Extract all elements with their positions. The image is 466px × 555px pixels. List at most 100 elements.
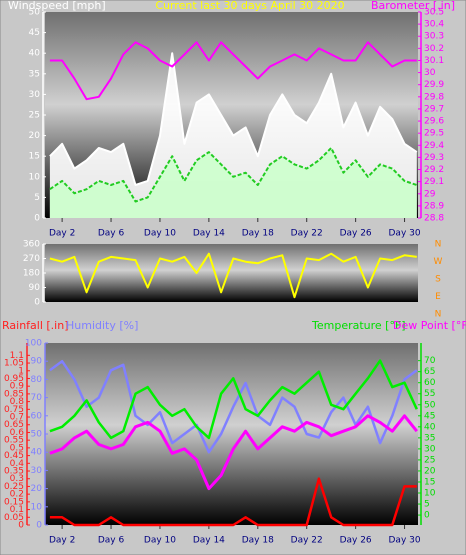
x-tick-label: Day 14 <box>193 229 225 239</box>
y-tick-label: 15 <box>29 152 40 162</box>
y3-tick-label: 90 <box>31 357 43 367</box>
x-tick-label: Day 6 <box>98 229 125 239</box>
y-tick-label: 360 <box>23 240 40 250</box>
series-line <box>49 477 417 527</box>
y-tick-label: 20 <box>29 131 41 141</box>
x-tick-label: Day 2 <box>49 229 75 239</box>
y2-tick-label: 25 <box>424 455 435 465</box>
y3-tick-label: 60 <box>31 411 43 421</box>
y-tick-label: 1 <box>18 366 24 376</box>
compass-label: N <box>435 310 442 320</box>
compass-label: S <box>435 275 441 285</box>
x-tick-label: Day 30 <box>389 536 421 546</box>
series-line <box>49 41 417 101</box>
y-tick-label: 270 <box>23 254 40 264</box>
y-tick-label: 50 <box>29 8 41 18</box>
y2-tick-label: 29.5 <box>424 129 444 139</box>
series-line <box>49 52 418 186</box>
y-tick-label: 0.65 <box>4 420 24 430</box>
x-tick-label: Day 26 <box>340 536 372 546</box>
y2-tick-label: 50 <box>424 400 436 410</box>
y2-tick-label: 29.1 <box>424 177 444 187</box>
y2-tick-label: 35 <box>424 433 435 443</box>
y-tick-label: 0.9 <box>10 382 25 392</box>
series-line <box>49 147 418 203</box>
plot-area <box>45 244 418 302</box>
y2-tick-label: 29.6 <box>424 117 444 127</box>
y-tick-label: 0.05 <box>4 513 24 523</box>
x-tick-label: Day 22 <box>291 536 323 546</box>
chart-title: Current last 30 days April 30 2020 <box>155 0 344 12</box>
y-tick-label: 1.05 <box>4 359 24 369</box>
x-tick-label: Day 30 <box>389 229 421 239</box>
y2-tick-label: 28.8 <box>424 214 444 224</box>
y2-tick-label: 30 <box>424 444 436 454</box>
y2-tick-label: 5 <box>424 500 430 510</box>
y3-tick-label: 80 <box>31 375 43 385</box>
y-tick-label: 0.1 <box>10 505 24 515</box>
y2-tick-label: 0 <box>424 511 430 521</box>
x-tick-label: Day 10 <box>144 536 176 546</box>
compass-label: N <box>435 240 442 250</box>
y-tick-label: 0.35 <box>4 467 24 477</box>
y2-tick-label: 45 <box>424 411 435 421</box>
y2-tick-label: 20 <box>424 466 436 476</box>
y-tick-label: 0.8 <box>10 397 25 407</box>
y2-tick-label: 29.9 <box>424 80 444 90</box>
series-line <box>49 359 418 440</box>
wind-label: Windspeed [mph] <box>8 0 106 12</box>
compass-label: E <box>435 292 441 302</box>
x-tick-label: Day 14 <box>193 536 225 546</box>
x-tick-label: Day 18 <box>242 536 274 546</box>
y2-tick-label: 55 <box>424 389 435 399</box>
y-tick-label: 90 <box>29 283 41 293</box>
y-tick-label: 0.55 <box>4 436 24 446</box>
x-tick-label: Day 2 <box>49 536 75 546</box>
y-tick-label: 45 <box>29 28 40 38</box>
y3-tick-label: 50 <box>31 430 43 440</box>
y-tick-label: 0.7 <box>10 413 24 423</box>
legend-temperature: Temperature [°F] <box>311 319 406 332</box>
x-tick-label: Day 18 <box>242 229 274 239</box>
y3-tick-label: 0 <box>36 521 42 531</box>
y2-tick-label: 30.4 <box>424 20 444 30</box>
y2-tick-label: 29 <box>424 189 436 199</box>
y2-tick-label: 30.5 <box>424 8 444 18</box>
y3-tick-label: 10 <box>31 502 43 512</box>
y-tick-label: 0.25 <box>4 482 24 492</box>
legend-humidity: Humidity [%] <box>66 319 138 332</box>
y2-tick-label: 29.3 <box>424 153 444 163</box>
y-tick-label: 35 <box>29 69 40 79</box>
y2-tick-label: 29.2 <box>424 165 444 175</box>
y2-tick-label: 65 <box>424 367 435 377</box>
barometer-label: Barometer [.in] <box>371 0 455 12</box>
y-tick-label: 0.75 <box>4 405 24 415</box>
x-tick-label: Day 22 <box>291 229 323 239</box>
y-tick-label: 0 <box>18 521 24 531</box>
y-tick-label: 10 <box>29 172 41 182</box>
y-tick-label: 30 <box>29 90 41 100</box>
y-tick-label: 0 <box>34 298 40 308</box>
y3-tick-label: 70 <box>31 393 43 403</box>
y3-tick-label: 30 <box>31 466 43 476</box>
y2-tick-label: 29.7 <box>424 104 444 114</box>
y3-tick-label: 100 <box>25 339 42 349</box>
y2-tick-label: 30.1 <box>424 56 444 66</box>
y2-tick-label: 10 <box>424 489 436 499</box>
y-tick-label: 0.3 <box>10 474 24 484</box>
y2-tick-label: 15 <box>424 477 435 487</box>
y-tick-label: 0.4 <box>10 459 25 469</box>
y2-tick-label: 28.9 <box>424 201 444 211</box>
y-tick-label: 180 <box>23 269 40 279</box>
y2-tick-label: 70 <box>424 356 436 366</box>
compass-label: W <box>434 257 443 267</box>
series-area <box>49 148 417 218</box>
y-tick-label: 0.6 <box>10 428 25 438</box>
y2-tick-label: 29.8 <box>424 92 444 102</box>
y-tick-label: 0.95 <box>4 374 24 384</box>
y3-tick-label: 40 <box>31 448 43 458</box>
plot-area <box>45 343 418 525</box>
y-tick-label: 5 <box>34 193 40 203</box>
